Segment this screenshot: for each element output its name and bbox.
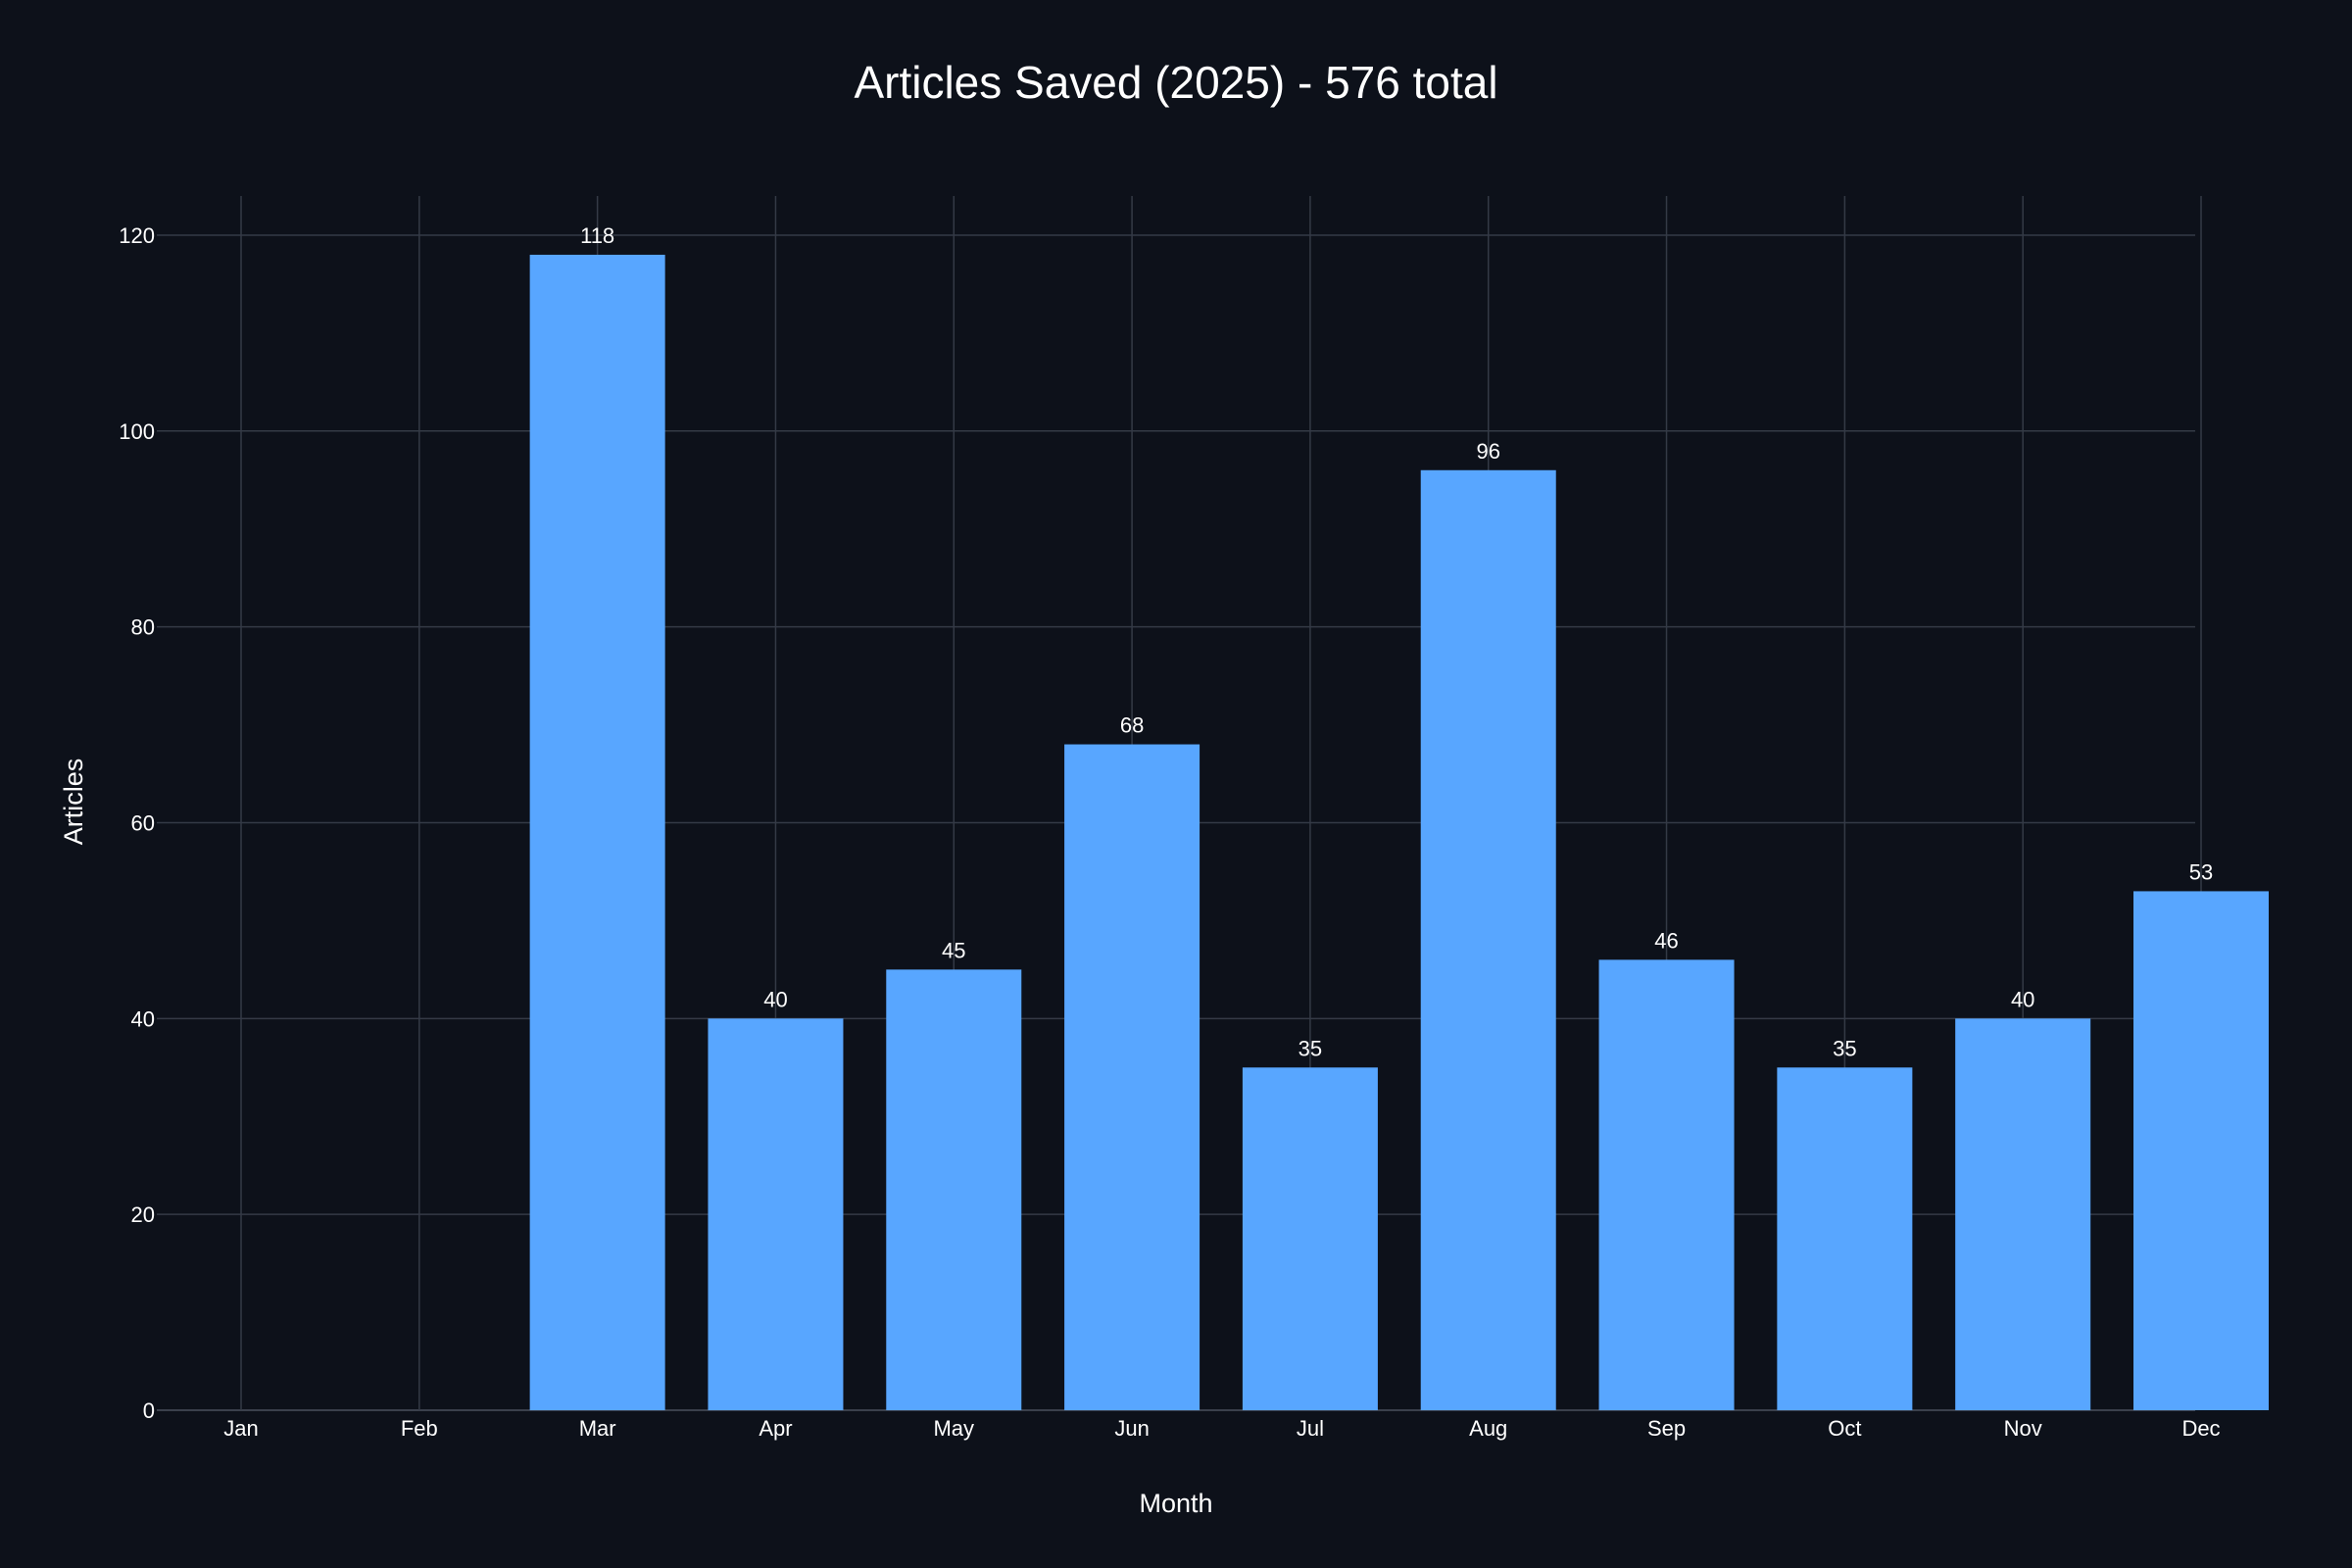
y-tick-label: 20	[131, 1202, 155, 1227]
x-tick-label: Sep	[1647, 1416, 1686, 1441]
bar-jul[interactable]	[1242, 1067, 1378, 1410]
y-tick-label: 80	[131, 615, 155, 640]
bar-dec[interactable]	[2133, 891, 2269, 1410]
x-tick-label: Jan	[223, 1416, 258, 1441]
x-tick-label: Mar	[579, 1416, 616, 1441]
bars	[529, 254, 2269, 1411]
x-tick-label: Jul	[1297, 1416, 1324, 1441]
data-label: 40	[763, 987, 787, 1011]
bar-may[interactable]	[886, 969, 1022, 1410]
x-tick-label: Oct	[1828, 1416, 1861, 1441]
y-tick-label: 120	[119, 223, 155, 248]
data-label: 46	[1654, 928, 1678, 953]
bar-oct[interactable]	[1777, 1067, 1913, 1410]
x-tick-label: May	[933, 1416, 974, 1441]
x-tick-label: Nov	[2004, 1416, 2042, 1441]
x-axis-title: Month	[1139, 1489, 1212, 1518]
x-tick-label: Apr	[759, 1416, 792, 1441]
bar-sep[interactable]	[1598, 959, 1735, 1410]
data-label: 68	[1120, 713, 1144, 738]
y-tick-label: 0	[143, 1398, 155, 1423]
tick-labels: 0 20 40 60 80 100 120 Jan Feb Mar Apr May Jun Jul Aug S…	[119, 223, 2220, 1441]
x-tick-label: Dec	[2181, 1416, 2220, 1441]
y-axis-title: Articles	[59, 759, 88, 846]
data-labels: 118 40 45 68 35 96 46 35 40 53	[580, 223, 2213, 1060]
y-tick-label: 40	[131, 1006, 155, 1031]
data-label: 118	[580, 223, 614, 248]
data-label: 35	[1833, 1036, 1856, 1060]
bar-aug[interactable]	[1420, 469, 1556, 1411]
chart-title: Articles Saved (2025) - 576 total	[854, 57, 1497, 108]
y-tick-label: 100	[119, 419, 155, 444]
data-label: 40	[2011, 987, 2034, 1011]
bar-mar[interactable]	[529, 254, 665, 1410]
x-tick-label: Feb	[401, 1416, 438, 1441]
bar-apr[interactable]	[708, 1018, 844, 1410]
x-tick-label: Jun	[1114, 1416, 1149, 1441]
y-tick-label: 60	[131, 810, 155, 835]
data-label: 53	[2189, 859, 2213, 884]
bar-jun[interactable]	[1064, 744, 1200, 1410]
data-label: 96	[1476, 439, 1499, 464]
bar-nov[interactable]	[1955, 1018, 2091, 1410]
data-label: 35	[1298, 1036, 1322, 1060]
data-label: 45	[942, 938, 965, 962]
x-tick-label: Aug	[1469, 1416, 1507, 1441]
